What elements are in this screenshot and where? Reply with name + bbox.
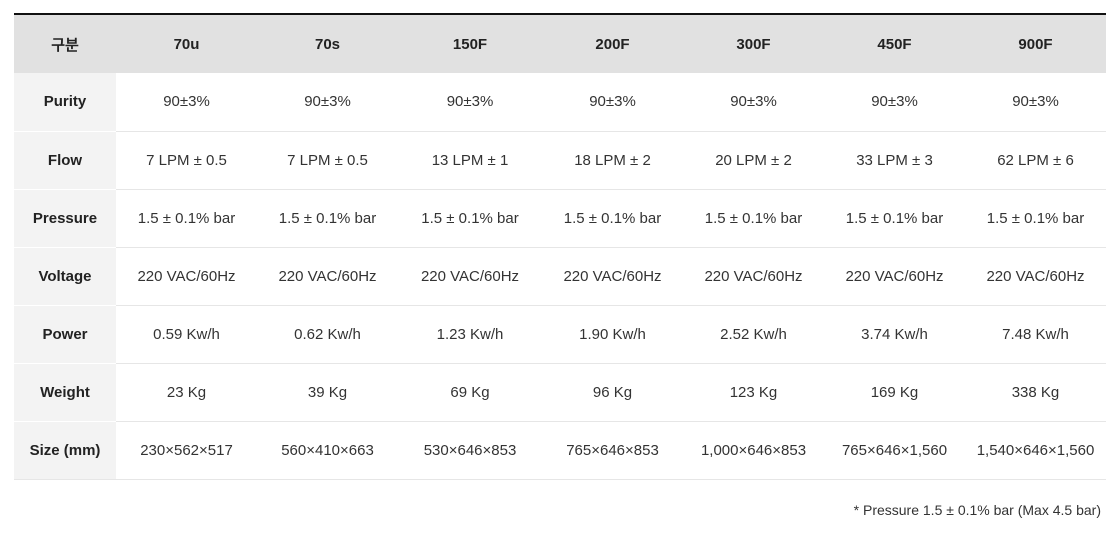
header-model-300f: 300F [683,14,824,73]
row-label-power: Power [14,305,116,364]
row-label-pressure: Pressure [14,189,116,248]
table-cell: 33 LPM ± 3 [824,131,965,190]
table-row-flow: Flow 7 LPM ± 0.5 7 LPM ± 0.5 13 LPM ± 1 … [14,131,1106,190]
table-cell: 1.23 Kw/h [398,305,542,364]
table-cell: 20 LPM ± 2 [683,131,824,190]
table-cell: 220 VAC/60Hz [965,247,1106,306]
table-cell: 1.5 ± 0.1% bar [824,189,965,248]
row-label-voltage: Voltage [14,247,116,306]
table-cell: 123 Kg [683,363,824,422]
spec-table-container: 구분 70u 70s 150F 200F 300F 450F 900F Puri… [14,13,1106,480]
table-cell: 1.5 ± 0.1% bar [116,189,257,248]
table-row-voltage: Voltage 220 VAC/60Hz 220 VAC/60Hz 220 VA… [14,247,1106,306]
table-cell: 220 VAC/60Hz [542,247,683,306]
table-cell: 69 Kg [398,363,542,422]
table-cell: 1.5 ± 0.1% bar [683,189,824,248]
table-cell: 23 Kg [116,363,257,422]
table-cell: 560×410×663 [257,421,398,480]
header-row: 구분 70u 70s 150F 200F 300F 450F 900F [14,14,1106,73]
table-cell: 220 VAC/60Hz [257,247,398,306]
table-cell: 765×646×1,560 [824,421,965,480]
table-row-pressure: Pressure 1.5 ± 0.1% bar 1.5 ± 0.1% bar 1… [14,189,1106,248]
table-cell: 0.62 Kw/h [257,305,398,364]
table-cell: 765×646×853 [542,421,683,480]
table-cell: 39 Kg [257,363,398,422]
table-cell: 220 VAC/60Hz [824,247,965,306]
table-cell: 1.5 ± 0.1% bar [257,189,398,248]
header-model-900f: 900F [965,14,1106,73]
table-cell: 220 VAC/60Hz [398,247,542,306]
table-cell: 90±3% [824,73,965,132]
table-cell: 1,000×646×853 [683,421,824,480]
table-cell: 7.48 Kw/h [965,305,1106,364]
table-cell: 90±3% [542,73,683,132]
table-cell: 7 LPM ± 0.5 [116,131,257,190]
header-label-cell: 구분 [14,14,116,73]
table-row-purity: Purity 90±3% 90±3% 90±3% 90±3% 90±3% 90±… [14,73,1106,132]
table-cell: 90±3% [116,73,257,132]
header-model-70u: 70u [116,14,257,73]
table-cell: 13 LPM ± 1 [398,131,542,190]
table-cell: 1.5 ± 0.1% bar [398,189,542,248]
table-cell: 169 Kg [824,363,965,422]
header-model-70s: 70s [257,14,398,73]
spec-table: 구분 70u 70s 150F 200F 300F 450F 900F Puri… [14,13,1106,480]
table-cell: 220 VAC/60Hz [683,247,824,306]
table-row-power: Power 0.59 Kw/h 0.62 Kw/h 1.23 Kw/h 1.90… [14,305,1106,364]
row-label-weight: Weight [14,363,116,422]
table-cell: 90±3% [965,73,1106,132]
table-cell: 2.52 Kw/h [683,305,824,364]
table-cell: 7 LPM ± 0.5 [257,131,398,190]
header-model-150f: 150F [398,14,542,73]
table-cell: 1.5 ± 0.1% bar [542,189,683,248]
table-cell: 90±3% [257,73,398,132]
row-label-size: Size (mm) [14,421,116,480]
header-model-200f: 200F [542,14,683,73]
table-cell: 1.5 ± 0.1% bar [965,189,1106,248]
table-row-weight: Weight 23 Kg 39 Kg 69 Kg 96 Kg 123 Kg 16… [14,363,1106,422]
table-cell: 3.74 Kw/h [824,305,965,364]
table-cell: 1,540×646×1,560 [965,421,1106,480]
pressure-footnote: * Pressure 1.5 ± 0.1% bar (Max 4.5 bar) [853,502,1101,518]
table-cell: 338 Kg [965,363,1106,422]
header-model-450f: 450F [824,14,965,73]
row-label-flow: Flow [14,131,116,190]
table-cell: 90±3% [398,73,542,132]
table-cell: 220 VAC/60Hz [116,247,257,306]
row-label-purity: Purity [14,73,116,132]
table-row-size: Size (mm) 230×562×517 560×410×663 530×64… [14,421,1106,480]
table-cell: 0.59 Kw/h [116,305,257,364]
table-cell: 18 LPM ± 2 [542,131,683,190]
table-cell: 96 Kg [542,363,683,422]
table-cell: 1.90 Kw/h [542,305,683,364]
table-cell: 62 LPM ± 6 [965,131,1106,190]
table-cell: 90±3% [683,73,824,132]
table-cell: 530×646×853 [398,421,542,480]
table-cell: 230×562×517 [116,421,257,480]
